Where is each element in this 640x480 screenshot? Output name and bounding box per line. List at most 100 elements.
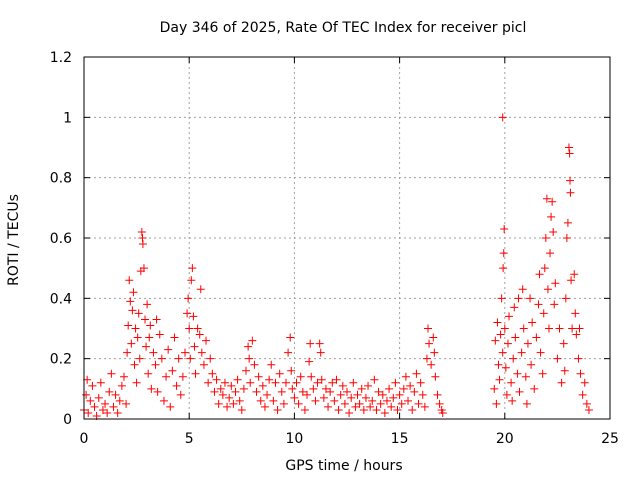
data-point [188, 264, 197, 273]
data-point [389, 393, 398, 402]
data-point [277, 387, 286, 396]
data-point [141, 315, 150, 324]
x-tick-label: 15 [391, 431, 409, 447]
data-point [429, 333, 438, 342]
data-point [547, 212, 556, 221]
data-point [174, 354, 183, 363]
data-point [147, 384, 156, 393]
data-point [495, 375, 504, 384]
data-point [491, 336, 500, 345]
data-point [208, 369, 217, 378]
data-point [298, 387, 307, 396]
data-point [284, 348, 293, 357]
data-point [164, 345, 173, 354]
data-point [151, 360, 160, 369]
data-point [542, 194, 551, 203]
data-point [364, 381, 373, 390]
data-point [313, 378, 322, 387]
data-point [519, 324, 528, 333]
data-point [431, 372, 440, 381]
data-point [128, 306, 137, 315]
data-point [286, 333, 295, 342]
data-point [509, 354, 518, 363]
data-point [176, 390, 185, 399]
data-point [144, 369, 153, 378]
data-point [137, 227, 146, 236]
data-point [239, 384, 248, 393]
data-point [502, 390, 511, 399]
data-point [372, 405, 381, 414]
data-point [94, 393, 103, 402]
data-point [418, 390, 427, 399]
data-point [546, 249, 555, 258]
data-point [508, 396, 517, 405]
data-point [126, 297, 135, 306]
data-point [499, 249, 508, 258]
data-point [127, 339, 136, 348]
axis-ticks [83, 56, 611, 420]
data-point [571, 309, 580, 318]
data-point [378, 390, 387, 399]
data-point [317, 375, 326, 384]
data-point [146, 321, 155, 330]
data-point [187, 276, 196, 285]
data-point [250, 360, 259, 369]
y-tick-label: 1.2 [50, 50, 72, 66]
data-point [195, 330, 204, 339]
data-point [111, 390, 120, 399]
data-point [359, 405, 368, 414]
data-point [256, 396, 265, 405]
data-point [191, 369, 200, 378]
data-point [433, 390, 442, 399]
data-point [135, 354, 144, 363]
data-point [129, 288, 138, 297]
data-point [544, 324, 553, 333]
data-point [404, 396, 413, 405]
data-point [138, 240, 147, 249]
data-point [267, 360, 276, 369]
data-point [246, 378, 255, 387]
data-point [244, 342, 253, 351]
data-point [513, 369, 522, 378]
data-point [580, 378, 589, 387]
data-point [425, 339, 434, 348]
data-point [263, 390, 272, 399]
data-point [427, 360, 436, 369]
data-point [153, 387, 162, 396]
data-point [133, 333, 142, 342]
data-point [245, 354, 254, 363]
data-point [162, 372, 171, 381]
data-point [565, 149, 574, 158]
x-tick-label: 0 [80, 431, 89, 447]
data-point [567, 276, 576, 285]
data-point [420, 402, 429, 411]
data-point [326, 387, 335, 396]
data-point [438, 408, 447, 417]
data-point [336, 390, 345, 399]
y-tick-label: 0.6 [50, 231, 72, 247]
data-point [159, 396, 168, 405]
data-point [395, 390, 404, 399]
data-point [543, 285, 552, 294]
data-point [103, 408, 112, 417]
data-point [166, 402, 175, 411]
data-point [515, 387, 524, 396]
data-point [575, 324, 584, 333]
data-point [273, 405, 282, 414]
data-point [321, 384, 330, 393]
data-point [397, 399, 406, 408]
data-point [492, 399, 501, 408]
data-point [168, 366, 177, 375]
data-point [117, 381, 126, 390]
data-point [332, 375, 341, 384]
data-point [183, 309, 192, 318]
data-point [334, 405, 343, 414]
data-point [212, 375, 221, 384]
data-point [505, 312, 514, 321]
data-point [225, 393, 234, 402]
data-point [82, 390, 91, 399]
data-point [584, 405, 593, 414]
data-point [258, 381, 267, 390]
data-point [109, 402, 118, 411]
data-point [330, 396, 339, 405]
